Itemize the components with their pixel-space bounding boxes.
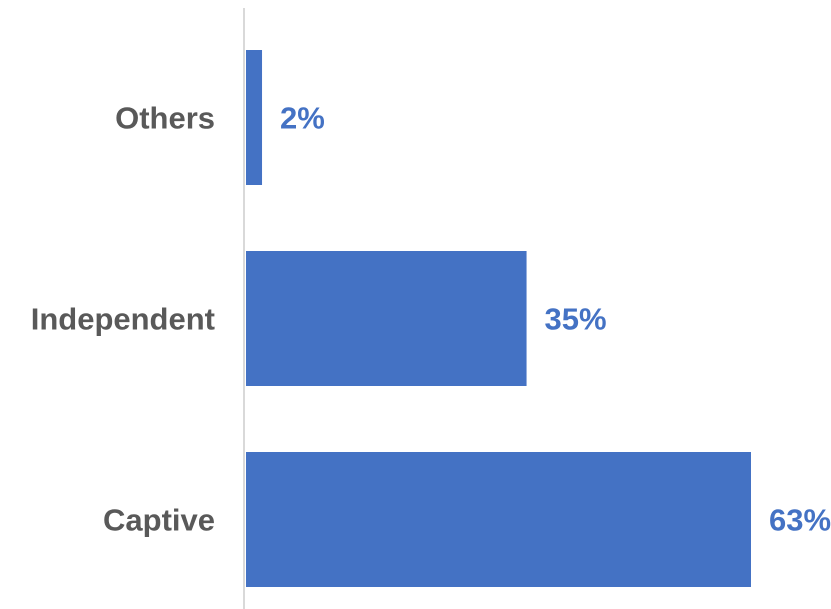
category-label-captive: Captive [103, 503, 215, 538]
value-label-independent: 35% [545, 302, 607, 337]
bar-independent [246, 251, 527, 386]
value-label-captive: 63% [769, 503, 831, 538]
value-label-others: 2% [280, 101, 325, 136]
bar-others [246, 50, 263, 185]
labels-group: Others 2% Independent 35% Captive 63% [31, 101, 831, 538]
category-label-independent: Independent [31, 302, 215, 337]
bar-captive [246, 452, 751, 587]
category-label-others: Others [115, 101, 215, 136]
bars-group [246, 50, 751, 587]
